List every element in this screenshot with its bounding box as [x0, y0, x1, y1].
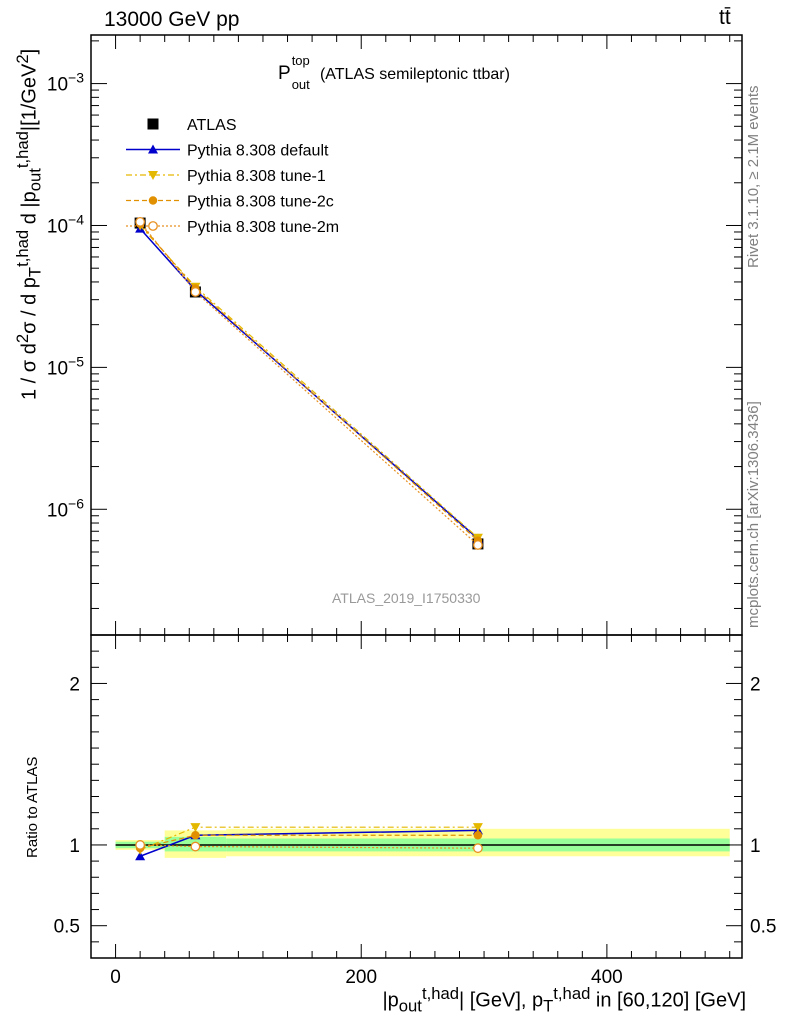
- x-tick-label: 0: [110, 967, 121, 988]
- chart-title-sup: top: [291, 53, 310, 68]
- y-axis-label: 1 / σ d2σ / d pTt,had d |poutt,had|[1/Ge…: [13, 48, 45, 400]
- legend-marker: [148, 144, 158, 154]
- header-process-label: tt̄: [719, 6, 731, 29]
- ratio-series-point: [473, 843, 483, 854]
- ratio-y-axis-label: Ratio to ATLAS: [24, 756, 41, 858]
- y-tick-label: 10−6: [47, 495, 84, 521]
- ratio-series-point: [473, 831, 483, 840]
- x-tick-label: 400: [591, 967, 623, 988]
- legend-marker: [148, 221, 158, 231]
- legend-label: Pythia 8.308 tune-2m: [187, 219, 339, 236]
- series-line: [139, 225, 479, 539]
- series-point: [473, 540, 483, 550]
- ratio-y-tick-label: 0.5: [54, 917, 80, 938]
- chart-title-suffix: (ATLAS semileptonic ttbar): [319, 66, 510, 83]
- ratio-series-point: [135, 851, 146, 861]
- legend-label-atlas: ATLAS: [187, 117, 237, 134]
- ratio-series-point: [472, 823, 483, 833]
- header-energy-label: 13000 GeV pp: [104, 8, 240, 31]
- y-tick-label: 10−4: [47, 211, 84, 237]
- ratio-series-point: [135, 840, 146, 850]
- ratio-y-tick-label: 2: [69, 674, 80, 695]
- ratio-plot-frame: [90, 634, 743, 959]
- legend-label: Pythia 8.308 default: [187, 143, 329, 160]
- chart-title-main: P: [278, 63, 291, 84]
- legend-marker: [148, 171, 158, 180]
- legend-label: Pythia 8.308 tune-2c: [187, 194, 334, 211]
- ratio-series-point: [190, 823, 201, 833]
- ratio-series-point: [190, 841, 201, 852]
- ratio-y-tick-label: 1: [69, 836, 80, 857]
- analysis-watermark: ATLAS_2019_I1750330: [332, 590, 481, 606]
- ratio-y-tick-label-right: 2: [750, 674, 761, 695]
- x-tick-label: 200: [345, 967, 377, 988]
- y-tick-label: 10−3: [47, 70, 84, 96]
- series-line: [139, 221, 479, 546]
- rivet-version-label: Rivet 3.1.10, ≥ 2.1M events: [745, 85, 762, 269]
- legend-marker: [148, 196, 158, 205]
- ratio-y-tick-label-right: 1: [750, 836, 761, 857]
- legend-label: Pythia 8.308 tune-1: [187, 168, 326, 185]
- ratio-series-point: [191, 831, 200, 840]
- mcplots-reference-label: mcplots.cern.ch [arXiv:1306.3436]: [745, 401, 762, 628]
- y-tick-label: 10−5: [47, 353, 84, 379]
- chart-title-sub: out: [291, 77, 310, 92]
- legend-marker-atlas: [147, 118, 159, 130]
- ratio-y-tick-label-right: 0.5: [750, 917, 776, 938]
- series-point: [135, 216, 146, 227]
- series-point: [190, 287, 201, 297]
- x-axis-label: |poutt,had| [GeV], pTt,had in [60,120] […: [382, 984, 746, 1016]
